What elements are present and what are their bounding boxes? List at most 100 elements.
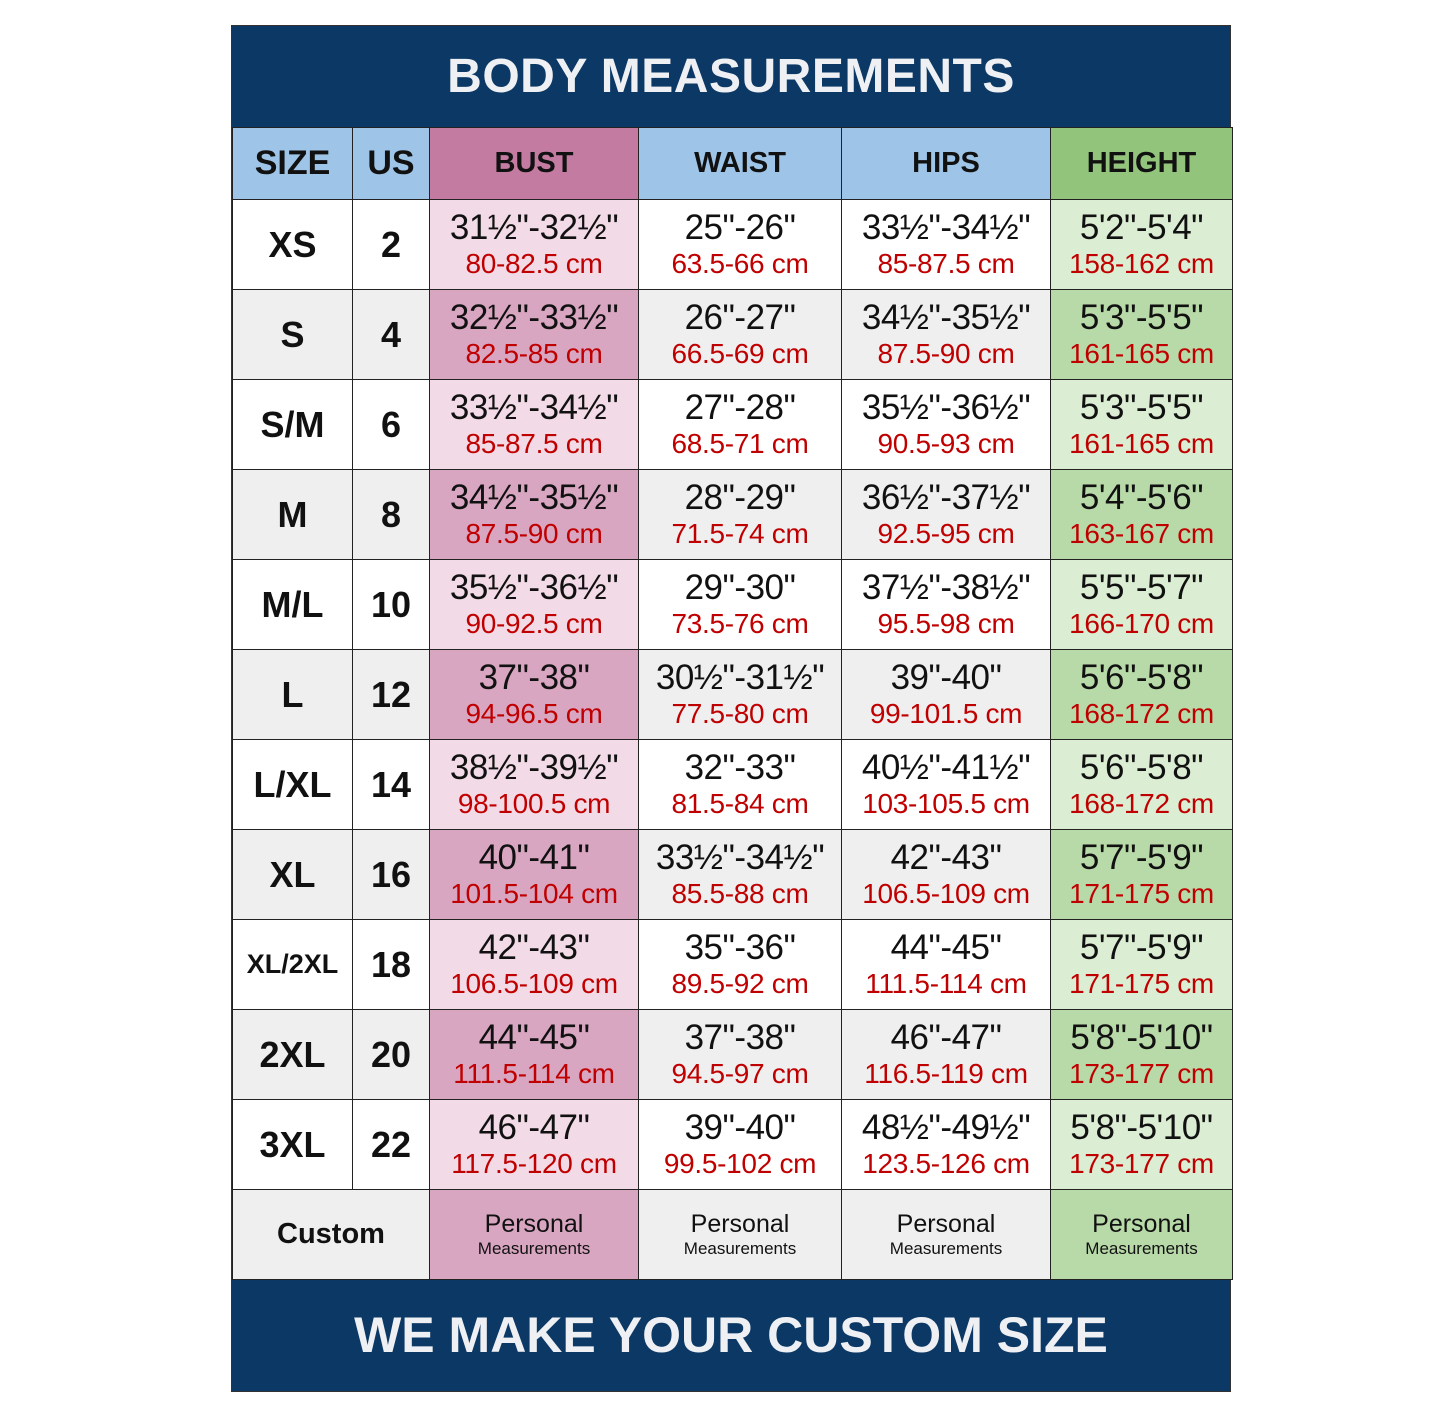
custom-waist: Personal Measurements xyxy=(638,1189,842,1280)
us-size-cell: 20 xyxy=(352,1009,430,1100)
waist-cell: 29"-30" 73.5-76 cm xyxy=(638,559,842,650)
bust-inches: 37"-38" xyxy=(478,657,590,697)
hips-cm: 87.5-90 cm xyxy=(877,337,1015,369)
height-inches: 5'2"-5'4" xyxy=(1079,207,1204,247)
height-cm: 173-177 cm xyxy=(1069,1057,1214,1089)
height-cell: 5'5"-5'7" 166-170 cm xyxy=(1050,559,1233,650)
waist-cm: 89.5-92 cm xyxy=(671,967,809,999)
hips-inches: 36½"-37½" xyxy=(861,477,1031,517)
hips-cm: 106.5-109 cm xyxy=(862,877,1030,909)
bust-inches: 40"-41" xyxy=(478,837,590,877)
bust-cell: 44"-45" 111.5-114 cm xyxy=(429,1009,639,1100)
height-cm: 158-162 cm xyxy=(1069,247,1214,279)
hips-inches: 33½"-34½" xyxy=(861,207,1031,247)
size-row: XL 16 40"-41" 101.5-104 cm 33½"-34½" 85.5-88 … xyxy=(232,829,1233,920)
size-row: 3XL 22 46"-47" 117.5-120 cm 39"-40" 99.5-102 … xyxy=(232,1099,1233,1190)
waist-cm: 94.5-97 cm xyxy=(671,1057,809,1089)
custom-row: Custom Personal Measurements Personal Meas… xyxy=(232,1189,1233,1280)
hips-cell: 39"-40" 99-101.5 cm xyxy=(841,649,1051,740)
waist-cm: 77.5-80 cm xyxy=(671,697,809,729)
size-cell: S xyxy=(232,289,353,380)
waist-cm: 71.5-74 cm xyxy=(671,517,809,549)
waist-cm: 68.5-71 cm xyxy=(671,427,809,459)
hips-inches: 39"-40" xyxy=(890,657,1002,697)
custom-line2: Measurements xyxy=(683,1238,797,1258)
height-cell: 5'6"-5'8" 168-172 cm xyxy=(1050,649,1233,740)
hips-inches: 34½"-35½" xyxy=(861,297,1031,337)
bust-cell: 31½"-32½" 80-82.5 cm xyxy=(429,199,639,290)
custom-label: Custom xyxy=(232,1189,430,1280)
bust-cell: 38½"-39½" 98-100.5 cm xyxy=(429,739,639,830)
waist-inches: 29"-30" xyxy=(684,567,796,607)
us-size-cell: 12 xyxy=(352,649,430,740)
waist-inches: 32"-33" xyxy=(684,747,796,787)
custom-hips: Personal Measurements xyxy=(841,1189,1051,1280)
waist-cell: 32"-33" 81.5-84 cm xyxy=(638,739,842,830)
bust-inches: 38½"-39½" xyxy=(449,747,619,787)
bust-cm: 80-82.5 cm xyxy=(465,247,603,279)
us-size-cell: 2 xyxy=(352,199,430,290)
height-cell: 5'7"-5'9" 171-175 cm xyxy=(1050,919,1233,1010)
waist-inches: 37"-38" xyxy=(684,1017,796,1057)
bust-cm: 98-100.5 cm xyxy=(457,787,611,819)
hips-cm: 103-105.5 cm xyxy=(862,787,1030,819)
bust-cm: 87.5-90 cm xyxy=(465,517,603,549)
waist-cell: 33½"-34½" 85.5-88 cm xyxy=(638,829,842,920)
height-cell: 5'8"-5'10" 173-177 cm xyxy=(1050,1009,1233,1100)
waist-cm: 63.5-66 cm xyxy=(671,247,809,279)
hips-inches: 37½"-38½" xyxy=(861,567,1031,607)
waist-cell: 30½"-31½" 77.5-80 cm xyxy=(638,649,842,740)
size-row: 2XL 20 44"-45" 111.5-114 cm 37"-38" 94.5-97 c… xyxy=(232,1009,1233,1100)
hips-cell: 40½"-41½" 103-105.5 cm xyxy=(841,739,1051,830)
size-row: L 12 37"-38" 94-96.5 cm 30½"-31½" 77.5-80 cm 3… xyxy=(232,649,1233,740)
hips-cell: 42"-43" 106.5-109 cm xyxy=(841,829,1051,920)
bust-cm: 85-87.5 cm xyxy=(465,427,603,459)
header-bust: BUST xyxy=(429,127,639,200)
us-size-cell: 18 xyxy=(352,919,430,1010)
size-row: M/L 10 35½"-36½" 90-92.5 cm 29"-30" 73.5-76 c… xyxy=(232,559,1233,650)
us-size-cell: 14 xyxy=(352,739,430,830)
height-cm: 168-172 cm xyxy=(1069,697,1214,729)
hips-cm: 123.5-126 cm xyxy=(862,1147,1030,1179)
bust-inches: 44"-45" xyxy=(478,1017,590,1057)
bust-cm: 117.5-120 cm xyxy=(451,1147,617,1179)
bust-cm: 106.5-109 cm xyxy=(450,967,618,999)
hips-cm: 92.5-95 cm xyxy=(877,517,1015,549)
waist-cm: 73.5-76 cm xyxy=(671,607,809,639)
size-cell: M/L xyxy=(232,559,353,650)
custom-line1: Personal xyxy=(690,1209,790,1238)
size-chart: BODY MEASUREMENTS SIZE US BUST WAIST HIP… xyxy=(231,25,1233,1392)
hips-cell: 48½"-49½" 123.5-126 cm xyxy=(841,1099,1051,1190)
header-size: SIZE xyxy=(232,127,353,200)
hips-cell: 37½"-38½" 95.5-98 cm xyxy=(841,559,1051,650)
bust-inches: 33½"-34½" xyxy=(449,387,619,427)
bust-cell: 32½"-33½" 82.5-85 cm xyxy=(429,289,639,380)
bust-inches: 46"-47" xyxy=(478,1107,590,1147)
height-cm: 171-175 cm xyxy=(1069,877,1214,909)
hips-cm: 90.5-93 cm xyxy=(877,427,1015,459)
height-cell: 5'8"-5'10" 173-177 cm xyxy=(1050,1099,1233,1190)
header-waist: WAIST xyxy=(638,127,842,200)
hips-cell: 33½"-34½" 85-87.5 cm xyxy=(841,199,1051,290)
bust-cell: 35½"-36½" 90-92.5 cm xyxy=(429,559,639,650)
bust-cm: 94-96.5 cm xyxy=(465,697,603,729)
hips-cm: 85-87.5 cm xyxy=(877,247,1015,279)
us-size-cell: 16 xyxy=(352,829,430,920)
size-row: L/XL 14 38½"-39½" 98-100.5 cm 32"-33" 81.5-84… xyxy=(232,739,1233,830)
waist-cell: 28"-29" 71.5-74 cm xyxy=(638,469,842,560)
bust-inches: 31½"-32½" xyxy=(449,207,619,247)
height-inches: 5'6"-5'8" xyxy=(1079,657,1204,697)
waist-inches: 27"-28" xyxy=(684,387,796,427)
header-us: US xyxy=(352,127,430,200)
custom-height: Personal Measurements xyxy=(1050,1189,1233,1280)
waist-cell: 37"-38" 94.5-97 cm xyxy=(638,1009,842,1100)
hips-inches: 40½"-41½" xyxy=(861,747,1031,787)
custom-line1: Personal xyxy=(896,1209,996,1238)
custom-bust: Personal Measurements xyxy=(429,1189,639,1280)
height-inches: 5'3"-5'5" xyxy=(1079,387,1204,427)
header-row: SIZE US BUST WAIST HIPS HEIGHT xyxy=(232,127,1233,200)
footer-banner: WE MAKE YOUR CUSTOM SIZE xyxy=(232,1280,1230,1391)
waist-cell: 35"-36" 89.5-92 cm xyxy=(638,919,842,1010)
height-inches: 5'6"-5'8" xyxy=(1079,747,1204,787)
height-inches: 5'8"-5'10" xyxy=(1070,1107,1213,1147)
